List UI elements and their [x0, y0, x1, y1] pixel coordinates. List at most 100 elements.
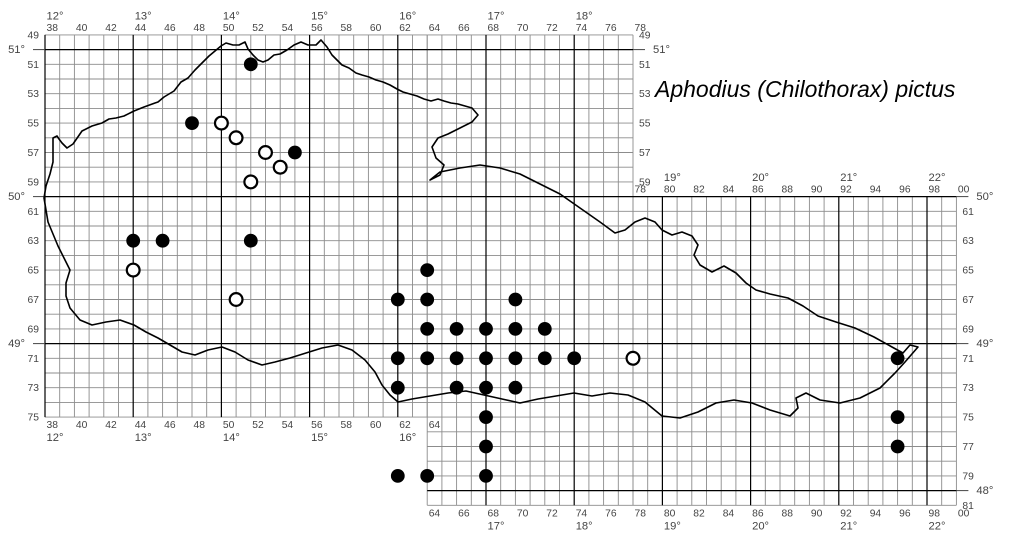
- svg-text:22°: 22°: [929, 172, 946, 184]
- svg-text:75: 75: [962, 413, 974, 424]
- svg-text:55: 55: [639, 119, 651, 130]
- svg-text:79: 79: [962, 471, 974, 482]
- svg-text:88: 88: [782, 185, 794, 196]
- svg-text:14°: 14°: [223, 10, 240, 22]
- svg-text:21°: 21°: [840, 172, 857, 184]
- svg-text:71: 71: [962, 354, 974, 365]
- svg-text:15°: 15°: [311, 432, 328, 444]
- svg-text:96: 96: [899, 185, 911, 196]
- svg-text:13°: 13°: [135, 10, 152, 22]
- svg-text:76: 76: [605, 508, 617, 519]
- svg-text:67: 67: [962, 295, 974, 306]
- svg-text:18°: 18°: [576, 10, 593, 22]
- svg-text:61: 61: [962, 207, 974, 218]
- svg-text:66: 66: [458, 508, 470, 519]
- svg-text:17°: 17°: [488, 10, 505, 22]
- svg-text:22°: 22°: [929, 520, 946, 532]
- svg-text:64: 64: [429, 23, 441, 34]
- svg-text:62: 62: [399, 420, 411, 431]
- svg-text:70: 70: [517, 23, 529, 34]
- svg-text:60: 60: [370, 420, 382, 431]
- svg-text:64: 64: [429, 508, 441, 519]
- svg-text:74: 74: [576, 508, 588, 519]
- svg-text:57: 57: [639, 148, 651, 159]
- svg-text:40: 40: [76, 23, 88, 34]
- svg-text:50°: 50°: [8, 191, 25, 203]
- svg-text:12°: 12°: [47, 432, 64, 444]
- svg-text:78: 78: [635, 508, 647, 519]
- svg-text:Aphodius (Chilothorax) pictus: Aphodius (Chilothorax) pictus: [653, 76, 956, 102]
- svg-text:75: 75: [28, 413, 40, 424]
- svg-text:38: 38: [47, 420, 59, 431]
- svg-text:72: 72: [546, 23, 558, 34]
- svg-text:50: 50: [223, 23, 235, 34]
- svg-text:57: 57: [28, 148, 40, 159]
- svg-text:94: 94: [870, 185, 882, 196]
- svg-text:61: 61: [28, 207, 40, 218]
- svg-text:51°: 51°: [8, 44, 25, 56]
- svg-text:73: 73: [962, 383, 974, 394]
- svg-text:44: 44: [135, 420, 147, 431]
- svg-text:50°: 50°: [976, 191, 993, 203]
- svg-text:40: 40: [76, 420, 88, 431]
- svg-text:56: 56: [311, 23, 323, 34]
- svg-text:90: 90: [811, 508, 823, 519]
- svg-text:67: 67: [28, 295, 40, 306]
- svg-text:42: 42: [105, 23, 117, 34]
- svg-text:00: 00: [958, 508, 970, 519]
- svg-text:73: 73: [28, 383, 40, 394]
- svg-text:60: 60: [370, 23, 382, 34]
- svg-text:19°: 19°: [664, 520, 681, 532]
- svg-text:15°: 15°: [311, 10, 328, 22]
- svg-text:51°: 51°: [653, 44, 670, 56]
- svg-text:68: 68: [488, 508, 500, 519]
- svg-text:70: 70: [517, 508, 529, 519]
- svg-text:46: 46: [164, 23, 176, 34]
- svg-text:49°: 49°: [8, 338, 25, 350]
- svg-text:58: 58: [341, 420, 353, 431]
- svg-text:84: 84: [723, 508, 735, 519]
- svg-text:16°: 16°: [399, 10, 416, 22]
- svg-text:13°: 13°: [135, 432, 152, 444]
- svg-text:51: 51: [28, 60, 40, 71]
- svg-text:53: 53: [639, 89, 651, 100]
- svg-text:71: 71: [28, 354, 40, 365]
- svg-text:14°: 14°: [223, 432, 240, 444]
- svg-text:94: 94: [870, 508, 882, 519]
- svg-text:21°: 21°: [840, 520, 857, 532]
- svg-text:65: 65: [28, 266, 40, 277]
- svg-text:69: 69: [28, 324, 40, 335]
- svg-text:62: 62: [399, 23, 411, 34]
- svg-text:48: 48: [194, 420, 206, 431]
- svg-text:64: 64: [429, 420, 441, 431]
- svg-text:72: 72: [546, 508, 558, 519]
- svg-text:80: 80: [664, 508, 676, 519]
- svg-text:63: 63: [962, 236, 974, 247]
- svg-text:20°: 20°: [752, 520, 769, 532]
- svg-text:80: 80: [664, 185, 676, 196]
- svg-text:46: 46: [164, 420, 176, 431]
- svg-text:44: 44: [135, 23, 147, 34]
- svg-text:51: 51: [639, 60, 651, 71]
- svg-text:54: 54: [282, 420, 294, 431]
- svg-text:92: 92: [840, 508, 852, 519]
- svg-text:92: 92: [840, 185, 852, 196]
- svg-text:48°: 48°: [976, 485, 993, 497]
- svg-text:98: 98: [929, 185, 941, 196]
- svg-text:59: 59: [28, 177, 40, 188]
- svg-text:52: 52: [252, 420, 264, 431]
- svg-text:17°: 17°: [488, 520, 505, 532]
- svg-text:66: 66: [458, 23, 470, 34]
- svg-text:84: 84: [723, 185, 735, 196]
- svg-text:55: 55: [28, 119, 40, 130]
- svg-text:56: 56: [311, 420, 323, 431]
- svg-text:74: 74: [576, 23, 588, 34]
- svg-text:69: 69: [962, 324, 974, 335]
- svg-text:58: 58: [341, 23, 353, 34]
- svg-text:90: 90: [811, 185, 823, 196]
- svg-text:82: 82: [693, 185, 705, 196]
- svg-text:48: 48: [194, 23, 206, 34]
- svg-text:96: 96: [899, 508, 911, 519]
- svg-text:76: 76: [605, 23, 617, 34]
- svg-text:65: 65: [962, 266, 974, 277]
